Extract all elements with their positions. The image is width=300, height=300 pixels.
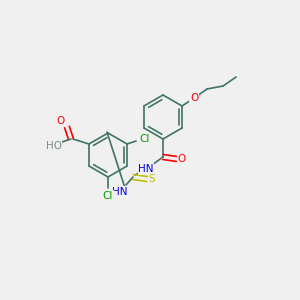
Text: HN: HN xyxy=(112,187,128,197)
Text: HO: HO xyxy=(46,141,62,151)
Text: Cl: Cl xyxy=(103,191,113,201)
Text: O: O xyxy=(57,116,65,126)
Text: S: S xyxy=(149,174,155,184)
Text: Cl: Cl xyxy=(140,134,150,144)
Text: O: O xyxy=(178,154,186,164)
Text: O: O xyxy=(190,93,198,103)
Text: HN: HN xyxy=(138,164,154,174)
